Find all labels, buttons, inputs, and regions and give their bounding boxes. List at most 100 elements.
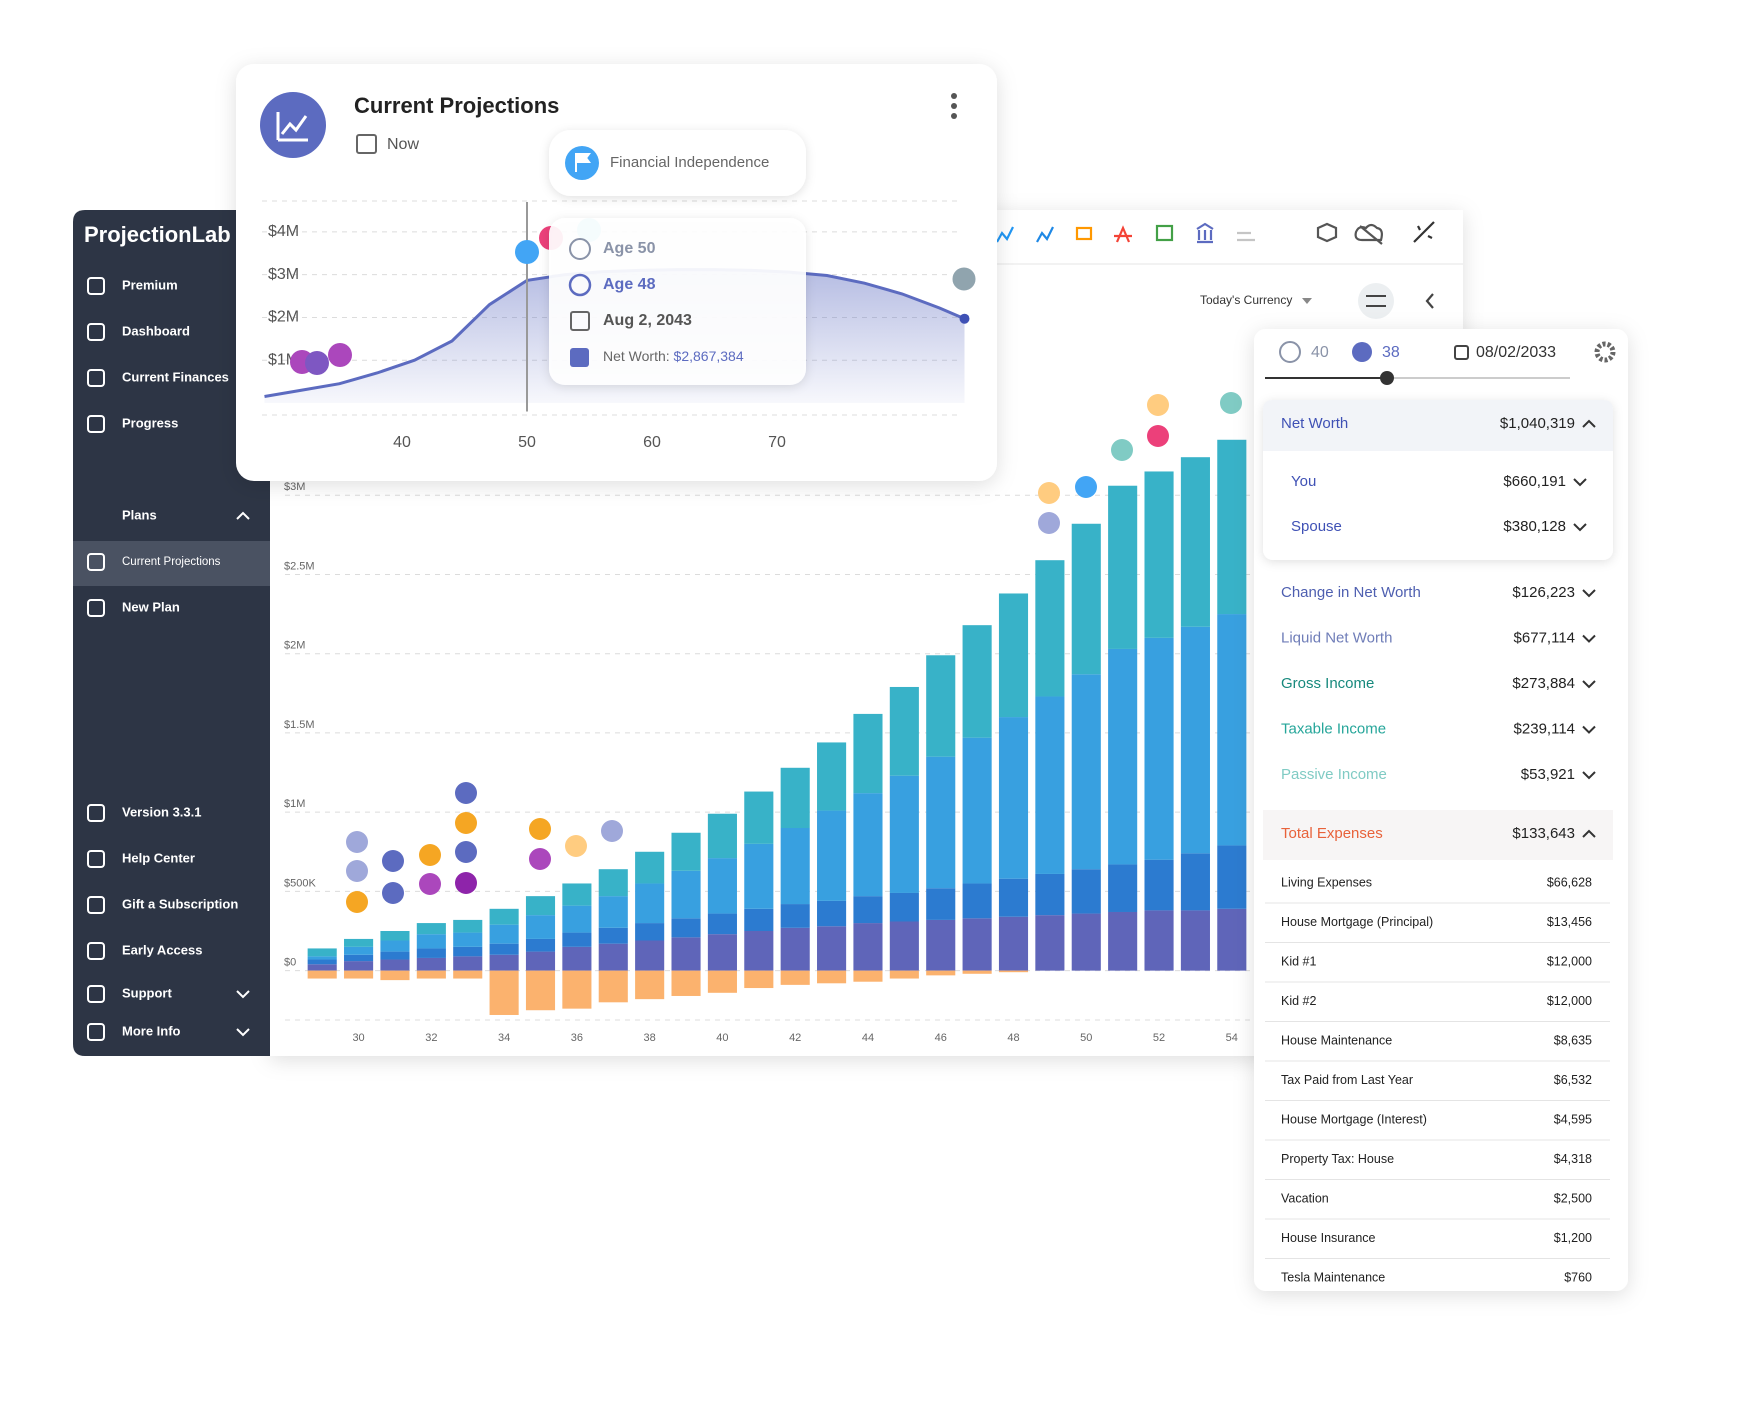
event-marker[interactable] <box>455 782 477 804</box>
bar-segment <box>671 918 701 938</box>
card-title: Current Projections <box>354 93 559 118</box>
milestone-chip[interactable] <box>549 130 806 196</box>
event-marker[interactable] <box>1038 482 1060 504</box>
bar-segment <box>562 946 592 971</box>
bar-segment <box>707 913 737 935</box>
metric-label[interactable]: Passive Income <box>1281 766 1387 783</box>
bar-segment <box>780 904 810 928</box>
y-tick-label: $3M <box>284 481 305 493</box>
card-icon-glyph <box>276 112 308 142</box>
collapse-button[interactable] <box>1425 293 1434 309</box>
y-tick-label: $1M <box>284 798 305 810</box>
metric-label[interactable]: Liquid Net Worth <box>1281 629 1392 646</box>
event-marker[interactable] <box>346 891 368 913</box>
bar-segment <box>671 970 701 996</box>
card-menu[interactable] <box>951 93 957 119</box>
event-marker[interactable] <box>346 831 368 853</box>
tool-icon[interactable] <box>1075 226 1093 241</box>
nav-item[interactable]: Current Finances <box>122 369 229 384</box>
bar-segment <box>307 964 337 971</box>
net-worth-header[interactable] <box>1263 400 1613 451</box>
expenses-header[interactable] <box>1263 810 1613 860</box>
event-marker[interactable] <box>1147 425 1169 447</box>
nav-item[interactable]: Early Access <box>122 942 202 957</box>
nav-item[interactable]: Help Center <box>122 850 195 865</box>
bar-segment <box>489 908 519 925</box>
nav-item[interactable]: Support <box>122 985 172 1000</box>
event-marker[interactable] <box>346 860 368 882</box>
event-marker[interactable] <box>601 820 623 842</box>
brand[interactable]: ProjectionLab <box>84 222 231 247</box>
nav-item[interactable]: Gift a Subscription <box>122 896 238 911</box>
nav-item[interactable]: Premium <box>122 277 178 292</box>
filter-button[interactable] <box>1358 283 1394 319</box>
event-marker[interactable] <box>1075 476 1097 498</box>
nav-icon <box>87 323 105 341</box>
tool-icon[interactable] <box>1413 221 1435 243</box>
tool-icon[interactable] <box>1316 222 1338 243</box>
tool-icon[interactable] <box>1237 231 1255 242</box>
y-tick-label: $500K <box>284 877 316 889</box>
tool-icon[interactable] <box>1036 226 1054 243</box>
bar-segment <box>1071 913 1101 971</box>
bar-segment <box>998 717 1029 879</box>
bar-segment <box>453 946 483 957</box>
nav-item[interactable]: Dashboard <box>122 323 190 338</box>
bar-segment <box>998 878 1029 917</box>
bar-segment <box>380 951 410 960</box>
panel-date[interactable]: 08/02/2033 <box>1476 344 1556 361</box>
metric-label[interactable]: Gross Income <box>1281 675 1374 692</box>
metric-label[interactable]: Change in Net Worth <box>1281 584 1421 601</box>
x-tick-label: 36 <box>571 1032 583 1044</box>
event-marker[interactable] <box>1038 512 1060 534</box>
event-marker[interactable] <box>455 812 477 834</box>
event-marker[interactable] <box>382 850 404 872</box>
tool-icon[interactable] <box>1155 224 1174 242</box>
timeline-slider-knob[interactable] <box>1380 371 1394 385</box>
nav-item[interactable]: Progress <box>122 415 178 430</box>
tool-icon[interactable] <box>1354 223 1383 245</box>
bar-segment <box>635 851 665 884</box>
event-marker[interactable] <box>305 351 329 375</box>
tool-icon[interactable] <box>1114 225 1132 243</box>
settings-button[interactable] <box>1594 341 1616 363</box>
bar-segment <box>1217 439 1247 615</box>
event-marker[interactable] <box>565 835 587 857</box>
currency-select[interactable]: Today's Currency <box>1200 293 1292 307</box>
event-marker[interactable] <box>455 841 477 863</box>
event-marker[interactable] <box>1147 394 1169 416</box>
bar-segment <box>1035 873 1065 916</box>
metric-label[interactable]: Taxable Income <box>1281 720 1386 737</box>
bar-segment <box>998 593 1029 718</box>
nav-item[interactable]: Current Projections <box>122 556 221 568</box>
event-marker[interactable] <box>455 872 477 894</box>
nav-icon <box>87 1023 105 1041</box>
event-marker[interactable] <box>419 873 441 895</box>
event-marker[interactable] <box>382 882 404 904</box>
bar-segment <box>744 791 774 844</box>
expense-label: House Mortgage (Interest) <box>1281 1112 1427 1126</box>
expand-chevron <box>236 990 250 999</box>
bar-segment <box>453 919 483 933</box>
nav-item[interactable]: More Info <box>122 1023 181 1038</box>
event-marker[interactable] <box>529 818 551 840</box>
you-icon <box>569 238 591 260</box>
tooltip-date: Aug 2, 2043 <box>603 312 692 329</box>
tooltip-metric-value: $2,867,384 <box>674 348 744 364</box>
x-tick-label: 52 <box>1153 1032 1165 1044</box>
section-header[interactable]: Plans <box>122 507 157 522</box>
event-marker[interactable] <box>328 343 352 367</box>
event-marker[interactable] <box>529 848 551 870</box>
tool-icon[interactable] <box>996 226 1014 243</box>
expense-value: $12,000 <box>1547 994 1592 1008</box>
nav-icon <box>87 850 105 868</box>
event-marker[interactable] <box>1111 439 1133 461</box>
bar-segment <box>853 896 883 924</box>
event-marker[interactable] <box>515 240 539 264</box>
tool-icon[interactable] <box>1196 222 1214 244</box>
event-marker[interactable] <box>1220 392 1242 414</box>
event-marker[interactable] <box>419 844 441 866</box>
nav-item[interactable]: Version 3.3.1 <box>122 804 202 819</box>
nav-item[interactable]: New Plan <box>122 599 180 614</box>
event-marker[interactable] <box>949 264 979 294</box>
